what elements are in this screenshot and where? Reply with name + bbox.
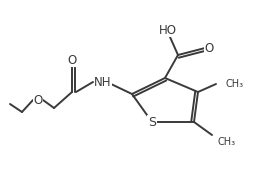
Text: O: O — [67, 53, 77, 66]
Text: S: S — [148, 115, 156, 128]
Text: CH₃: CH₃ — [218, 137, 236, 147]
Text: O: O — [33, 94, 43, 107]
Text: NH: NH — [94, 76, 112, 89]
Text: O: O — [204, 42, 214, 55]
Text: CH₃: CH₃ — [226, 79, 244, 89]
Text: HO: HO — [159, 23, 177, 36]
